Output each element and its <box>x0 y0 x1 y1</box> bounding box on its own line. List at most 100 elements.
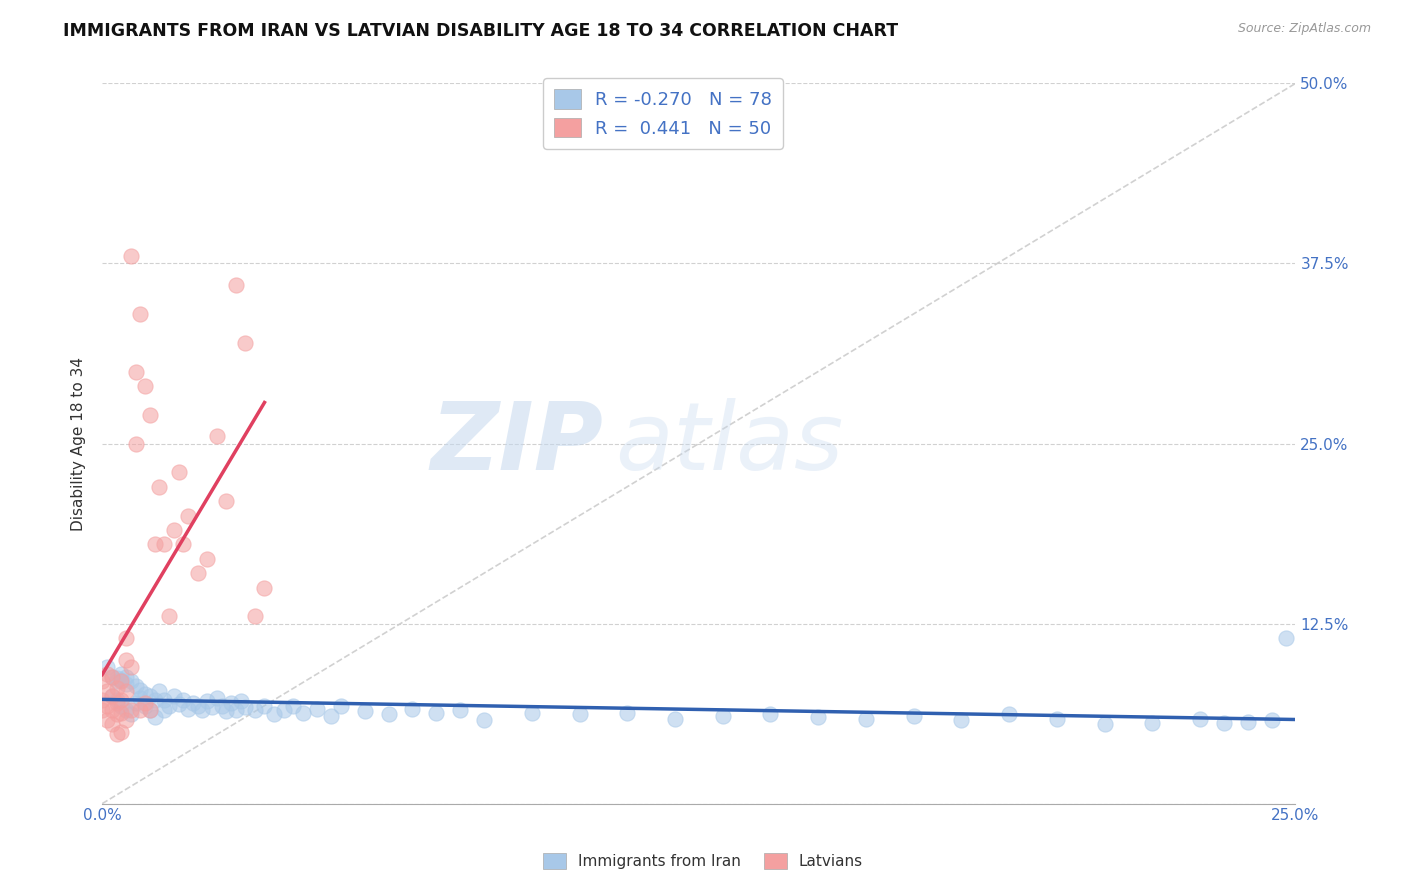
Point <box>134 379 156 393</box>
Point <box>163 523 186 537</box>
Text: IMMIGRANTS FROM IRAN VS LATVIAN DISABILITY AGE 18 TO 34 CORRELATION CHART: IMMIGRANTS FROM IRAN VS LATVIAN DISABILI… <box>63 22 898 40</box>
Point <box>157 698 180 713</box>
Point <box>115 713 138 727</box>
Point <box>253 581 276 595</box>
Point <box>425 706 447 720</box>
Point <box>115 631 138 645</box>
Point <box>110 693 132 707</box>
Point <box>177 701 200 715</box>
Point <box>195 694 218 708</box>
Point <box>855 712 877 726</box>
Point <box>105 707 128 722</box>
Point <box>124 696 146 710</box>
Point <box>243 609 266 624</box>
Point <box>96 684 118 698</box>
Point <box>291 706 314 720</box>
Point <box>167 698 190 712</box>
Point <box>1142 715 1164 730</box>
Point <box>520 706 543 720</box>
Point <box>120 660 142 674</box>
Point <box>100 689 122 703</box>
Point <box>225 278 247 293</box>
Point <box>120 707 142 722</box>
Point <box>1236 714 1258 729</box>
Point <box>205 429 228 443</box>
Point <box>759 707 782 722</box>
Point <box>163 689 186 703</box>
Point <box>167 466 190 480</box>
Point <box>148 480 170 494</box>
Point <box>807 710 830 724</box>
Point <box>215 494 238 508</box>
Point <box>205 691 228 706</box>
Point <box>177 508 200 523</box>
Point <box>664 712 686 726</box>
Point <box>201 700 224 714</box>
Point <box>139 689 162 703</box>
Point <box>120 674 142 689</box>
Point <box>235 700 257 714</box>
Point <box>187 698 209 713</box>
Legend: Immigrants from Iran, Latvians: Immigrants from Iran, Latvians <box>537 847 869 875</box>
Point <box>1212 715 1234 730</box>
Point <box>139 703 162 717</box>
Point <box>273 703 295 717</box>
Point <box>353 705 375 719</box>
Point <box>115 652 138 666</box>
Point <box>281 698 304 713</box>
Point <box>305 701 328 715</box>
Point <box>110 674 132 689</box>
Point <box>96 698 118 713</box>
Point <box>263 707 285 722</box>
Point <box>100 670 122 684</box>
Point <box>1188 712 1211 726</box>
Point <box>110 667 132 681</box>
Point <box>134 698 156 713</box>
Point <box>115 670 138 684</box>
Point <box>950 713 973 727</box>
Point <box>134 696 156 710</box>
Y-axis label: Disability Age 18 to 34: Disability Age 18 to 34 <box>72 357 86 531</box>
Point <box>110 698 132 713</box>
Text: ZIP: ZIP <box>430 398 603 490</box>
Point <box>129 703 152 717</box>
Point <box>998 707 1021 722</box>
Point <box>181 696 204 710</box>
Point <box>134 687 156 701</box>
Point <box>105 696 128 710</box>
Point <box>96 713 118 727</box>
Point <box>1260 713 1282 727</box>
Text: atlas: atlas <box>616 398 844 489</box>
Point <box>157 609 180 624</box>
Point <box>1046 712 1069 726</box>
Point <box>211 698 233 713</box>
Point <box>100 717 122 731</box>
Point <box>100 670 122 684</box>
Point <box>105 727 128 741</box>
Point <box>172 693 194 707</box>
Point <box>215 705 238 719</box>
Point <box>91 703 114 717</box>
Point <box>96 660 118 674</box>
Point <box>124 679 146 693</box>
Point <box>449 703 471 717</box>
Point <box>472 713 495 727</box>
Point <box>253 698 276 713</box>
Point <box>105 681 128 696</box>
Point <box>129 691 152 706</box>
Point <box>115 677 138 691</box>
Point <box>143 537 166 551</box>
Point <box>100 689 122 703</box>
Point <box>903 708 925 723</box>
Point <box>139 703 162 717</box>
Point <box>100 703 122 717</box>
Point <box>96 667 118 681</box>
Point <box>191 703 214 717</box>
Point <box>124 436 146 450</box>
Point <box>187 566 209 581</box>
Point <box>124 364 146 378</box>
Point <box>110 673 132 687</box>
Point <box>243 703 266 717</box>
Point <box>219 696 242 710</box>
Point <box>105 671 128 685</box>
